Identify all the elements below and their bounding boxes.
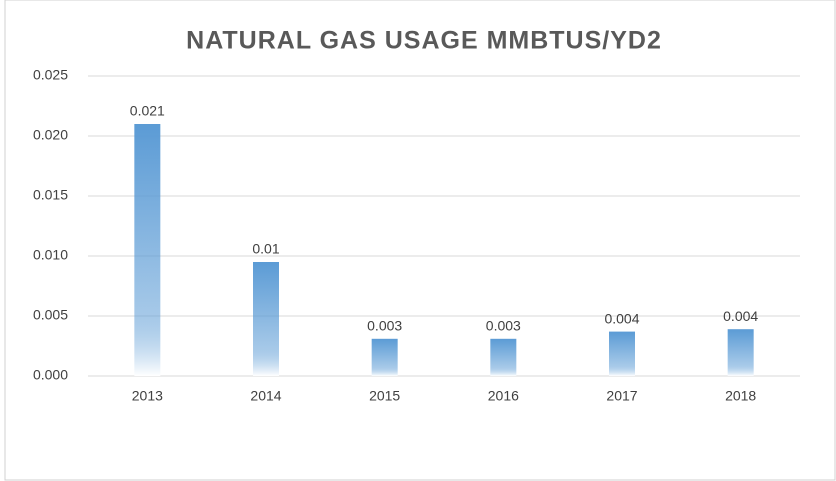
x-tick-label: 2016 <box>488 388 519 404</box>
x-tick-label: 2014 <box>250 388 281 404</box>
x-tick-label: 2018 <box>725 388 756 404</box>
bar <box>134 124 161 376</box>
chart-title: NATURAL GAS USAGE MMBTUS/YD2 <box>186 27 662 55</box>
data-label: 0.01 <box>252 241 279 257</box>
y-tick-label: 0.010 <box>33 247 68 263</box>
y-tick-label: 0.000 <box>33 367 68 383</box>
y-tick-label: 0.005 <box>33 307 68 323</box>
bar <box>490 338 517 376</box>
bar <box>609 331 635 376</box>
data-label: 0.003 <box>367 318 402 334</box>
x-tick-label: 2015 <box>369 388 400 404</box>
y-tick-label: 0.025 <box>33 67 68 83</box>
x-tick-label: 2017 <box>606 388 637 404</box>
y-tick-label: 0.020 <box>33 127 68 143</box>
bar <box>727 329 754 376</box>
data-label: 0.021 <box>130 103 165 119</box>
data-label: 0.004 <box>723 308 758 324</box>
y-tick-label: 0.015 <box>33 187 68 203</box>
data-label: 0.004 <box>604 310 639 326</box>
x-tick-label: 2013 <box>132 388 163 404</box>
bar <box>371 338 398 376</box>
chart-border <box>4 0 836 481</box>
data-label: 0.003 <box>486 318 521 334</box>
bar <box>253 262 279 376</box>
